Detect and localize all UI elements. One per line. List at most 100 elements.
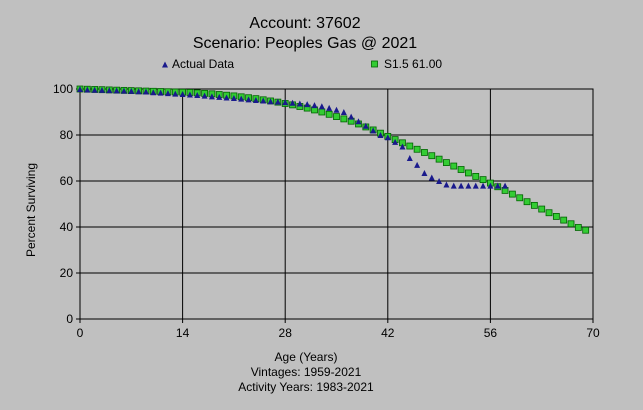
data-point [552,213,560,220]
data-point [421,169,428,176]
data-point [113,87,120,94]
data-point [208,93,215,100]
data-point [406,155,413,161]
data-point [435,155,443,163]
data-point [223,94,230,101]
series-layer [76,85,590,234]
data-point [164,90,171,97]
data-point [582,226,590,234]
data-point [487,182,494,189]
data-point [480,182,487,189]
data-point [340,115,348,123]
data-point [326,104,333,111]
data-point [282,99,289,106]
data-point [479,176,487,184]
x-tick-label: 42 [381,326,395,340]
data-point [413,145,421,153]
gridlines [80,89,593,319]
y-tick-label: 60 [60,174,74,188]
data-point [150,89,157,96]
data-point [392,138,399,145]
data-point [530,201,538,209]
x-tick-label: 70 [586,326,600,340]
legend-marker-actual-data [162,61,168,68]
data-point [384,134,391,141]
chart-subtitle: Scenario: Peoples Gas @ 2021 [193,35,417,52]
data-point [260,97,267,104]
data-point [274,98,281,105]
legend-marker-s1-5 [371,60,378,68]
data-point [545,209,553,217]
data-point [106,87,113,94]
data-point [399,143,406,150]
data-point [179,91,186,98]
data-point [560,216,568,224]
data-point [377,132,384,138]
data-point [465,182,472,189]
data-point [201,92,208,99]
data-point [457,166,465,173]
data-point [120,87,127,94]
data-point [135,88,142,95]
data-point [494,182,501,189]
x-tick-label: 14 [176,326,190,340]
chart-title: Account: 37602 [249,15,360,32]
data-point [428,174,435,181]
data-point [172,90,179,97]
activity-years-note: Activity Years: 1983-2021 [238,380,374,394]
data-point [472,182,479,189]
data-point [186,91,193,98]
data-point [370,127,377,134]
plot-background [79,88,594,320]
y-tick-label: 0 [66,312,73,326]
data-point [77,86,83,92]
data-point [406,142,414,150]
data-point [436,178,443,184]
data-point [348,113,355,120]
data-point [325,110,333,118]
data-point [311,102,318,109]
data-point [216,93,223,100]
data-point [355,118,362,125]
legend-label-s1-5: S1.5 61.00 [384,57,442,71]
data-point [318,108,326,116]
data-point [465,169,472,177]
data-point [230,94,237,101]
data-point [502,182,509,189]
data-point [362,122,369,129]
data-point [238,95,245,102]
data-point [91,86,98,93]
data-point [472,172,480,180]
y-tick-label: 100 [53,82,73,96]
plot-area: 0 14 28 42 56 70 0 20 40 60 80 100 [53,82,600,340]
data-point [458,182,465,189]
data-point [508,190,516,198]
y-axis-label: Percent Surviving [24,163,38,257]
data-point [296,100,303,107]
data-point [340,109,347,115]
data-point [98,86,105,93]
data-point [450,162,458,170]
data-point [84,86,91,93]
data-point [157,89,164,96]
data-point [333,106,340,113]
data-point [567,220,575,228]
data-point [428,152,436,160]
y-tick-label: 80 [60,128,74,142]
y-tick-label: 20 [60,266,74,280]
data-point [289,99,296,106]
y-tick-label: 40 [60,220,74,234]
data-point [252,97,259,104]
data-point [245,96,252,103]
data-point [194,91,201,98]
vintages-note: Vintages: 1959-2021 [251,365,362,379]
data-point [304,101,311,108]
data-point [443,181,450,188]
data-point [421,149,428,156]
data-point [333,113,340,120]
x-tick-label: 28 [279,326,293,340]
data-point [523,198,531,206]
data-point [450,182,457,189]
data-point [538,205,546,213]
